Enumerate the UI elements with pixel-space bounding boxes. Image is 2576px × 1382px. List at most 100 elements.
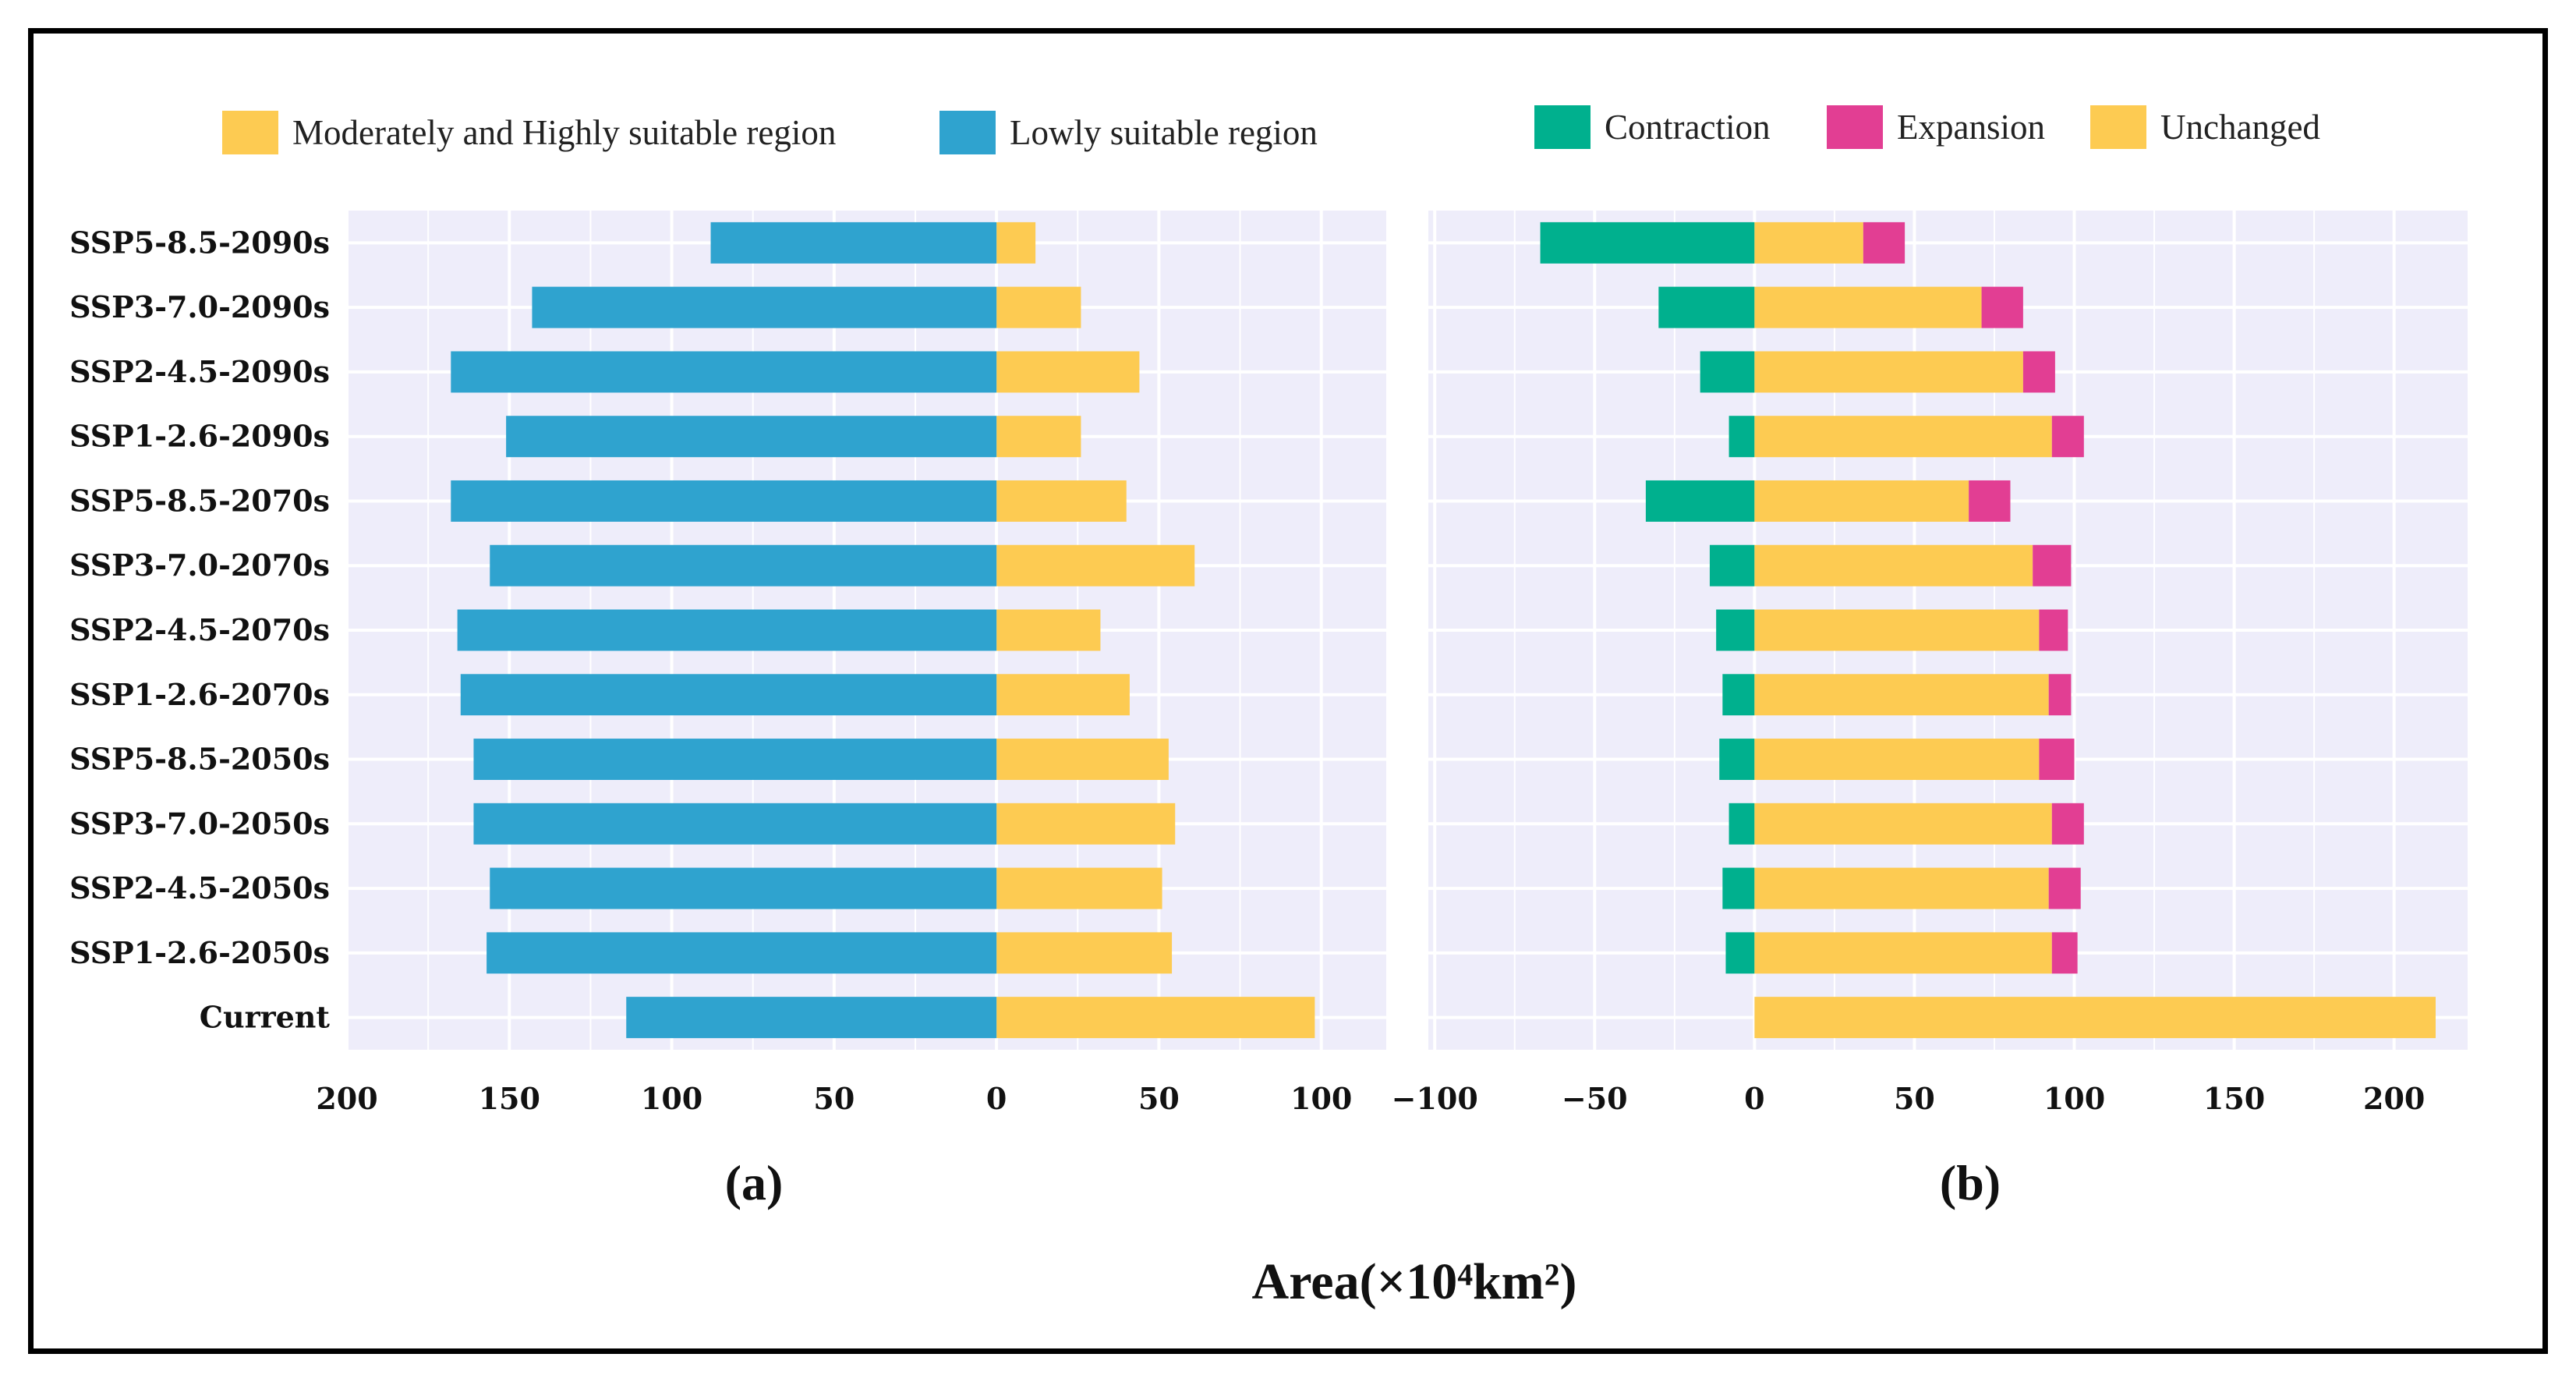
bar-b-unchanged-ssp5-8-5-2070s [1754,480,1969,522]
bar-a-moderately-and-highly-suitable-region-ssp2-4-5-2050s [996,867,1162,909]
legend-swatch-moderately-and-highly-suitable-region [222,111,278,154]
legend-label-unchanged: Unchanged [2160,108,2320,147]
x-tick-label: 100 [1290,1081,1352,1116]
bar-b-contraction-ssp5-8-5-2050s [1719,739,1755,781]
category-label: SSP5-8.5-2070s [69,483,330,518]
legend-swatch-unchanged [2090,105,2146,149]
bar-a-moderately-and-highly-suitable-region-ssp1-2-6-2090s [996,416,1081,458]
bar-b-contraction-ssp3-7-0-2090s [1658,286,1755,328]
x-tick-label: 0 [1744,1081,1764,1116]
bar-b-expansion-ssp2-4-5-2090s [2022,351,2055,393]
bar-a-moderately-and-highly-suitable-region-ssp2-4-5-2090s [996,351,1140,393]
bar-b-contraction-ssp3-7-0-2070s [1709,544,1755,586]
x-tick-label: 100 [641,1081,702,1116]
legend-panel-b: Contraction Expansion Unchanged [1534,105,2320,149]
bar-a-moderately-and-highly-suitable-region-current [996,997,1315,1039]
bar-b-unchanged-ssp3-7-0-2050s [1754,803,2052,845]
bar-b-expansion-ssp3-7-0-2050s [2051,803,2084,845]
x-tick-label: 50 [813,1081,855,1116]
bar-b-unchanged-ssp3-7-0-2090s [1754,286,1982,328]
category-label: SSP2-4.5-2070s [69,612,330,647]
x-tick-label: 50 [1138,1081,1180,1116]
x-tick-label: −50 [1562,1081,1628,1116]
bar-a-moderately-and-highly-suitable-region-ssp5-8-5-2090s [996,221,1036,264]
bar-a-lowly-suitable-region-ssp2-4-5-2050s [490,867,997,909]
panel-label-b: (b) [1940,1155,2001,1210]
x-tick-label: 50 [1894,1081,1935,1116]
category-label: SSP5-8.5-2050s [69,742,330,777]
bar-b-contraction-ssp1-2-6-2070s [1722,674,1755,716]
bar-b-contraction-ssp2-4-5-2070s [1716,609,1755,651]
category-label: SSP1-2.6-2050s [69,935,330,970]
chart-panel-b: −100 −50 0 50 100 150 200 (b) [1392,211,2468,1210]
bar-b-contraction-ssp1-2-6-2050s [1725,932,1755,974]
bar-a-lowly-suitable-region-current [626,997,997,1039]
x-tick-label: 150 [479,1081,540,1116]
bar-a-lowly-suitable-region-ssp5-8-5-2090s [710,221,997,264]
panel-label-a: (a) [725,1155,784,1210]
category-label: SSP2-4.5-2050s [69,870,330,905]
x-tick-label: 100 [2043,1081,2105,1116]
figure-frame [28,28,2548,1354]
bar-a-lowly-suitable-region-ssp3-7-0-2050s [473,803,997,845]
x-tick-label: −100 [1392,1081,1478,1116]
category-label: SSP1-2.6-2070s [69,677,330,712]
x-tick-label: 0 [986,1081,1007,1116]
bar-a-lowly-suitable-region-ssp1-2-6-2050s [487,932,997,974]
bar-b-unchanged-ssp3-7-0-2070s [1754,544,2033,586]
chart-panel-a: SSP5-8.5-2090s SSP3-7.0-2090s SSP2-4.5-209… [69,211,1386,1210]
bar-a-moderately-and-highly-suitable-region-ssp1-2-6-2070s [996,674,1130,716]
bar-b-expansion-ssp5-8-5-2090s [1863,221,1905,264]
bar-a-moderately-and-highly-suitable-region-ssp5-8-5-2050s [996,739,1169,781]
legend-swatch-contraction [1534,105,1591,149]
bar-a-lowly-suitable-region-ssp1-2-6-2090s [506,416,997,458]
bar-a-lowly-suitable-region-ssp1-2-6-2070s [460,674,997,716]
bar-b-expansion-ssp2-4-5-2070s [2039,609,2068,651]
category-label: SSP3-7.0-2090s [69,289,330,324]
bar-b-expansion-ssp5-8-5-2070s [1969,480,2011,522]
bar-b-expansion-ssp2-4-5-2050s [2048,867,2081,909]
bar-b-expansion-ssp3-7-0-2070s [2033,544,2072,586]
bar-a-lowly-suitable-region-ssp5-8-5-2050s [473,739,997,781]
legend-label-lowly-suitable-region: Lowly suitable region [1010,113,1318,152]
bar-a-lowly-suitable-region-ssp3-7-0-2090s [532,286,997,328]
bar-b-expansion-ssp1-2-6-2070s [2048,674,2072,716]
bar-b-contraction-ssp5-8-5-2070s [1645,480,1755,522]
bar-b-unchanged-ssp5-8-5-2090s [1754,221,1863,264]
bar-b-expansion-ssp5-8-5-2050s [2039,739,2075,781]
bar-a-moderately-and-highly-suitable-region-ssp2-4-5-2070s [996,609,1101,651]
x-axis-title: Area(×10⁴km²) [1252,1253,1577,1310]
bar-a-lowly-suitable-region-ssp2-4-5-2070s [457,609,997,651]
bar-b-unchanged-ssp1-2-6-2070s [1754,674,2049,716]
category-label: SSP3-7.0-2050s [69,806,330,841]
category-label: SSP1-2.6-2090s [69,419,330,454]
bar-b-unchanged-current [1754,997,2436,1039]
x-tick-label: 200 [316,1081,377,1116]
legend-panel-a: Moderately and Highly suitable region Low… [222,111,1318,154]
category-label: SSP5-8.5-2090s [69,225,330,260]
bar-b-unchanged-ssp1-2-6-2090s [1754,416,2052,458]
legend-label-moderately-and-highly-suitable-region: Moderately and Highly suitable region [292,113,836,152]
bar-a-lowly-suitable-region-ssp2-4-5-2090s [451,351,997,393]
category-label: SSP2-4.5-2090s [69,354,330,389]
category-label: Current [200,1000,331,1035]
legend-label-expansion: Expansion [1897,108,2045,147]
bar-a-moderately-and-highly-suitable-region-ssp3-7-0-2050s [996,803,1176,845]
bar-a-moderately-and-highly-suitable-region-ssp3-7-0-2090s [996,286,1081,328]
x-tick-label: 200 [2363,1081,2425,1116]
bar-a-moderately-and-highly-suitable-region-ssp1-2-6-2050s [996,932,1173,974]
bar-b-expansion-ssp1-2-6-2050s [2051,932,2078,974]
bar-a-lowly-suitable-region-ssp3-7-0-2070s [490,544,997,586]
bar-a-moderately-and-highly-suitable-region-ssp5-8-5-2070s [996,480,1127,522]
category-label: SSP3-7.0-2070s [69,547,330,583]
legend-swatch-lowly-suitable-region [939,111,996,154]
bar-b-unchanged-ssp2-4-5-2090s [1754,351,2023,393]
bar-b-unchanged-ssp1-2-6-2050s [1754,932,2052,974]
bar-b-expansion-ssp3-7-0-2090s [1981,286,2023,328]
bar-b-contraction-ssp5-8-5-2090s [1540,221,1755,264]
bar-b-contraction-ssp2-4-5-2050s [1722,867,1755,909]
legend-label-contraction: Contraction [1605,108,1770,147]
bar-a-moderately-and-highly-suitable-region-ssp3-7-0-2070s [996,544,1195,586]
bar-b-unchanged-ssp2-4-5-2050s [1754,867,2049,909]
